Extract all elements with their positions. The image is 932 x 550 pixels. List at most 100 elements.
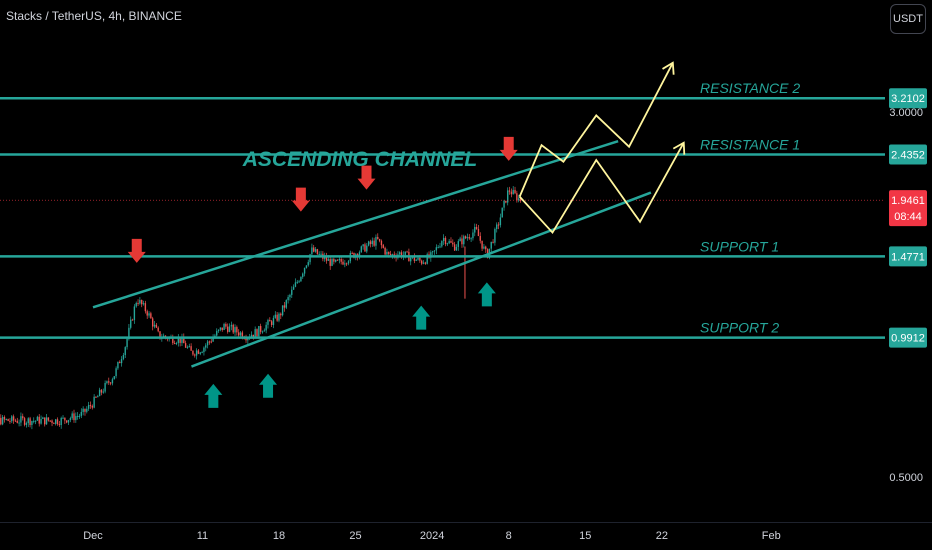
candle-body [505,200,507,203]
candle-body [377,237,379,239]
x-tick-label: 25 [349,530,361,542]
down-arrow-marker [499,136,518,161]
candle-body [309,254,311,263]
candle-body [453,244,456,251]
candle-body [177,337,180,343]
candle-body [344,263,346,265]
projection-arrowhead [662,61,675,75]
channel-lower-line[interactable] [191,191,652,368]
candle-body [62,417,64,419]
candle-body [316,249,319,255]
candle-body [1,416,4,425]
candle-body [141,300,143,305]
candle-body [91,405,93,408]
down-arrow-marker [291,187,310,212]
candle-body [369,241,372,245]
candle-body [247,337,249,341]
candle-body [16,420,18,423]
candle-body [102,391,104,393]
candle-body [314,249,317,252]
candle-body [267,320,269,325]
candle-body [135,302,137,307]
candle-body [421,260,423,264]
candle-body [12,416,15,421]
currency-button[interactable]: USDT [890,4,926,34]
candle-body [360,246,363,253]
candle-body [199,352,201,354]
candle-body [382,245,384,248]
candle-body [106,381,108,383]
candle-body [311,247,313,255]
candle-body [22,416,24,419]
current-price-label: 1.9461 [891,195,925,207]
candle-body [183,337,185,344]
projection-path[interactable] [518,62,674,197]
candle-body [508,190,511,192]
candle-body [289,294,291,298]
candle-body [336,259,339,261]
candle-body [298,281,300,283]
candle-body [497,224,500,226]
candle-body [75,416,77,421]
candle-body [259,326,262,332]
candle-body [287,297,289,301]
candle-body [265,324,267,331]
projection-path[interactable] [518,142,685,235]
candle-body [27,418,29,424]
candle-body [236,327,238,333]
candle-body [205,345,207,348]
candle-body [217,329,220,332]
x-tick-label: Dec [83,530,103,542]
candle-body [470,238,472,240]
candle-body [44,417,46,425]
candle-body [457,241,459,247]
candle-body [181,337,183,343]
candle-body [175,342,178,344]
bar-countdown-label: 08:44 [894,211,922,223]
candle-body [318,253,320,255]
y-tick-label: 3.0000 [889,107,923,119]
candle-body [351,252,353,254]
level-price-tag [889,144,927,165]
x-tick-label: 11 [197,530,208,542]
candle-body [276,314,278,321]
level-price-label: 2.4352 [891,149,925,161]
candle-body [340,259,342,262]
x-tick-label: 22 [656,530,668,542]
candle-body [104,382,106,392]
candle-body [503,200,505,208]
current-price-tag [889,190,927,227]
candle-body [468,237,470,239]
y-tick-label: 0.5000 [889,472,923,484]
candle-body [53,422,55,424]
candle-body [307,262,309,266]
candle-body [216,331,218,336]
candle-body [494,229,496,243]
candle-body [173,343,176,345]
candle-body [302,273,304,277]
candle-body [51,420,53,423]
candle-body [34,420,37,422]
candle-body [375,237,377,246]
candle-body [442,237,445,242]
candle-body [227,326,229,332]
candle-body [459,238,461,242]
candle-body [362,244,364,247]
candle-body [119,361,121,364]
candle-body [197,350,200,354]
candle-body [424,262,427,264]
candle-body [20,416,22,423]
candle-body [223,324,225,330]
candle-body [18,422,20,424]
candle-body [155,324,158,328]
candle-body [33,420,35,422]
level-price-tag [889,246,927,267]
candle-body [137,302,139,304]
candle-body [501,207,503,218]
candle-body [373,240,375,246]
candle-body [93,396,95,408]
candle-body [435,247,438,251]
candle-body [483,246,485,249]
